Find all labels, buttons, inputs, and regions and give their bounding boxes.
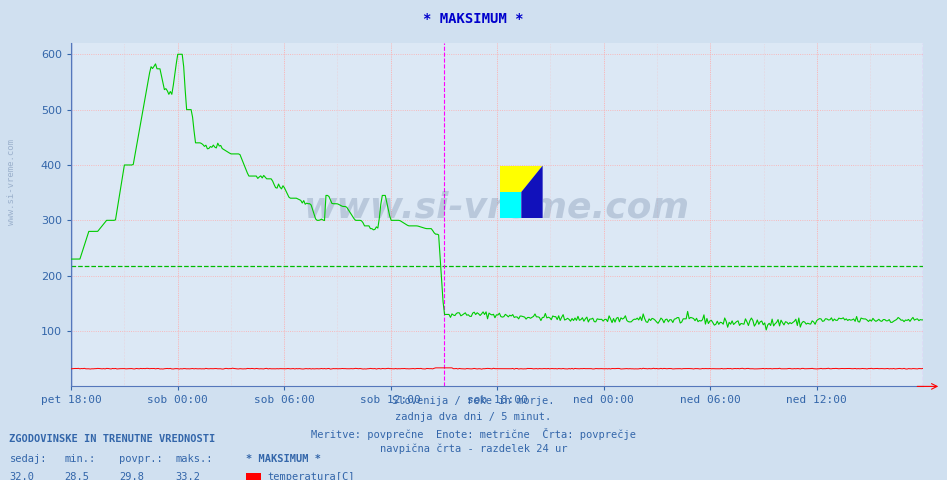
Text: Slovenija / reke in morje.: Slovenija / reke in morje. [392, 396, 555, 406]
Polygon shape [521, 166, 543, 218]
Text: ZGODOVINSKE IN TRENUTNE VREDNOSTI: ZGODOVINSKE IN TRENUTNE VREDNOSTI [9, 434, 216, 444]
Text: 29.8: 29.8 [119, 472, 144, 480]
Text: * MAKSIMUM *: * MAKSIMUM * [246, 454, 321, 464]
Text: 33.2: 33.2 [175, 472, 200, 480]
Text: 28.5: 28.5 [64, 472, 89, 480]
Text: 32.0: 32.0 [9, 472, 34, 480]
Text: * MAKSIMUM *: * MAKSIMUM * [423, 12, 524, 26]
Polygon shape [500, 192, 521, 218]
Text: zadnja dva dni / 5 minut.: zadnja dva dni / 5 minut. [396, 412, 551, 422]
Text: povpr.:: povpr.: [119, 454, 163, 464]
Text: Meritve: povprečne  Enote: metrične  Črta: povprečje: Meritve: povprečne Enote: metrične Črta:… [311, 428, 636, 440]
Polygon shape [500, 166, 543, 192]
Text: sedaj:: sedaj: [9, 454, 47, 464]
Text: navpična črta - razdelek 24 ur: navpična črta - razdelek 24 ur [380, 444, 567, 454]
Text: min.:: min.: [64, 454, 96, 464]
Text: www.si-vreme.com: www.si-vreme.com [7, 139, 16, 226]
Text: maks.:: maks.: [175, 454, 213, 464]
Text: temperatura[C]: temperatura[C] [267, 472, 354, 480]
Text: www.si-vreme.com: www.si-vreme.com [304, 191, 690, 225]
